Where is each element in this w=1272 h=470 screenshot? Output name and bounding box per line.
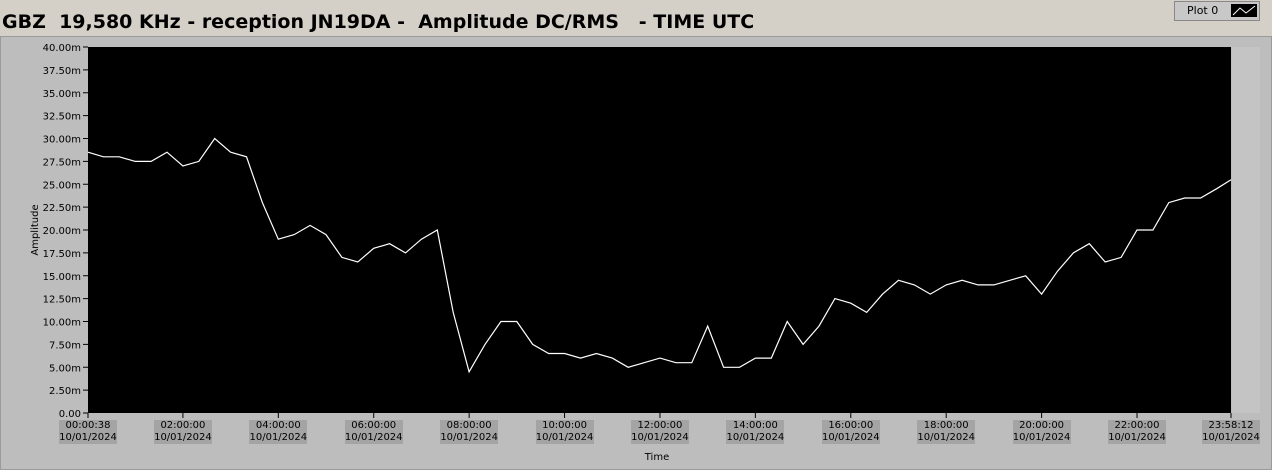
x-tick-label: 02:00:00 10/01/2024 [153, 420, 212, 444]
legend-label: Plot 0 [1187, 4, 1219, 17]
y-tick-label: 32.50m [43, 112, 81, 123]
y-tick-label: 12.50m [43, 295, 81, 306]
y-tick-label: 30.00m [43, 135, 81, 146]
chart-title: GBZ 19,580 KHz - reception JN19DA - Ampl… [2, 11, 755, 33]
x-tick-label: 16:00:00 10/01/2024 [821, 420, 880, 444]
y-tick-label: 27.50m [43, 157, 81, 168]
x-tick-label: 18:00:00 10/01/2024 [917, 420, 976, 444]
y-tick-label: 22.50m [43, 203, 81, 214]
x-tick-label: 06:00:00 10/01/2024 [344, 420, 403, 444]
y-tick-label: 25.00m [43, 180, 81, 191]
plot-area [88, 47, 1231, 413]
x-tick-label: 04:00:00 10/01/2024 [249, 420, 308, 444]
y-tick-label: 37.50m [43, 66, 81, 77]
x-tick-label: 20:00:00 10/01/2024 [1012, 420, 1071, 444]
y-tick-label: 15.00m [43, 272, 81, 283]
x-tick-label: 10:00:00 10/01/2024 [535, 420, 594, 444]
x-tick-label: 08:00:00 10/01/2024 [440, 420, 499, 444]
series-line [87, 137, 1232, 374]
legend-icon [1231, 4, 1257, 17]
x-axis-label: Time [644, 452, 669, 463]
x-tick-label: 00:00:38 10/01/2024 [59, 420, 117, 444]
y-tick-label: 20.00m [43, 226, 81, 237]
y-tick-label: 10.00m [43, 318, 81, 329]
x-tick-label: 22:00:00 10/01/2024 [1108, 420, 1167, 444]
y-tick-label: 0.00 [59, 409, 81, 420]
y-tick-label: 35.00m [43, 89, 81, 100]
x-tick-label: 12:00:00 10/01/2024 [630, 420, 689, 444]
y-tick-label: 2.50m [49, 386, 81, 397]
x-tick-label: 23:58:12 10/01/2024 [1202, 420, 1260, 444]
legend[interactable]: Plot 0 [1174, 1, 1260, 21]
scroll-area [1232, 47, 1260, 413]
y-tick-label: 5.00m [49, 363, 81, 374]
y-tick-label: 7.50m [49, 340, 81, 351]
y-axis-label: Amplitude [30, 204, 41, 255]
x-tick-label: 14:00:00 10/01/2024 [726, 420, 785, 444]
y-tick-label: 40.00m [43, 43, 81, 54]
y-tick-label: 17.50m [43, 249, 81, 260]
